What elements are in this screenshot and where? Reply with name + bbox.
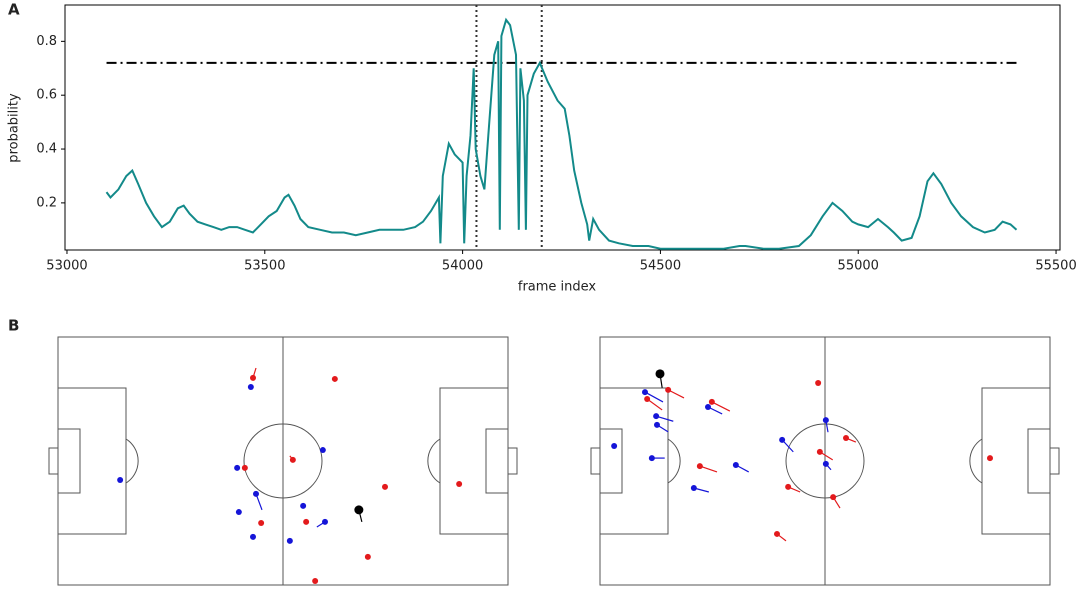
ball bbox=[655, 369, 665, 379]
x-tick-label: 53500 bbox=[244, 259, 285, 274]
y-tick-label: 0.6 bbox=[36, 88, 57, 103]
player bbox=[250, 374, 256, 381]
player bbox=[644, 396, 651, 402]
player bbox=[774, 530, 780, 537]
player bbox=[843, 435, 849, 442]
player bbox=[654, 421, 660, 428]
velocity-vector bbox=[646, 398, 663, 411]
pitch-marking bbox=[48, 447, 59, 475]
pitch-marking bbox=[599, 387, 669, 535]
pitch-marking bbox=[243, 423, 323, 499]
pitch-marking bbox=[1027, 428, 1051, 494]
pitch-marking bbox=[667, 438, 681, 484]
player bbox=[312, 577, 319, 584]
x-tick-label: 54000 bbox=[442, 259, 483, 274]
x-tick-label: 54500 bbox=[640, 259, 681, 274]
velocity-vector bbox=[644, 391, 664, 403]
player bbox=[289, 456, 296, 463]
y-tick-label: 0.4 bbox=[36, 142, 57, 157]
player bbox=[696, 463, 703, 470]
pitch-marking bbox=[125, 438, 139, 484]
player bbox=[364, 553, 371, 560]
pitch-marking bbox=[439, 387, 509, 535]
pitch-marking bbox=[485, 428, 509, 494]
y-tick-label: 0.8 bbox=[36, 34, 57, 49]
player bbox=[732, 462, 739, 469]
player bbox=[815, 379, 822, 386]
probability-line bbox=[105, 17, 1018, 250]
player bbox=[319, 447, 326, 454]
player bbox=[705, 404, 711, 411]
player bbox=[258, 520, 265, 526]
pitch-marking bbox=[507, 447, 518, 475]
player bbox=[247, 383, 254, 390]
panel-label: B bbox=[8, 317, 19, 335]
player bbox=[456, 480, 463, 487]
player bbox=[648, 455, 655, 462]
panel-label: A bbox=[8, 1, 20, 19]
player bbox=[822, 460, 829, 467]
pitch-marking bbox=[599, 428, 623, 494]
pitch-marking bbox=[785, 423, 865, 499]
player bbox=[665, 386, 672, 393]
player bbox=[690, 484, 697, 491]
pitch-marking bbox=[590, 447, 601, 475]
ball bbox=[354, 505, 364, 515]
player bbox=[822, 417, 829, 424]
plot-frame bbox=[64, 4, 1061, 251]
x-axis-label: frame index bbox=[518, 280, 597, 295]
x-tick-label: 53000 bbox=[46, 259, 87, 274]
pitch-marking bbox=[981, 387, 1051, 535]
player bbox=[642, 389, 648, 396]
player bbox=[234, 464, 241, 471]
pitch-marking bbox=[1049, 447, 1060, 475]
player bbox=[653, 413, 660, 420]
velocity-vector bbox=[711, 401, 731, 412]
player bbox=[300, 502, 307, 509]
player bbox=[830, 494, 837, 501]
player bbox=[322, 518, 328, 525]
player bbox=[785, 483, 792, 490]
player bbox=[779, 436, 786, 443]
player bbox=[382, 483, 388, 490]
player bbox=[611, 443, 618, 450]
player bbox=[250, 533, 256, 540]
player bbox=[331, 375, 338, 382]
player bbox=[286, 537, 293, 544]
pitch-marking bbox=[969, 438, 983, 484]
player bbox=[241, 464, 248, 471]
player bbox=[987, 455, 993, 462]
pitch-marking bbox=[57, 428, 81, 494]
x-tick-label: 55000 bbox=[838, 259, 879, 274]
pitch-marking bbox=[57, 387, 127, 535]
velocity-vector bbox=[699, 465, 718, 473]
pitch-marking bbox=[427, 438, 441, 484]
x-tick-label: 55500 bbox=[1035, 259, 1076, 274]
y-axis-label: probability bbox=[7, 93, 22, 163]
player bbox=[708, 398, 715, 405]
player bbox=[235, 509, 242, 516]
player bbox=[303, 518, 310, 525]
player bbox=[117, 476, 124, 483]
y-tick-label: 0.2 bbox=[36, 195, 57, 210]
player bbox=[253, 490, 259, 497]
player bbox=[816, 448, 823, 455]
